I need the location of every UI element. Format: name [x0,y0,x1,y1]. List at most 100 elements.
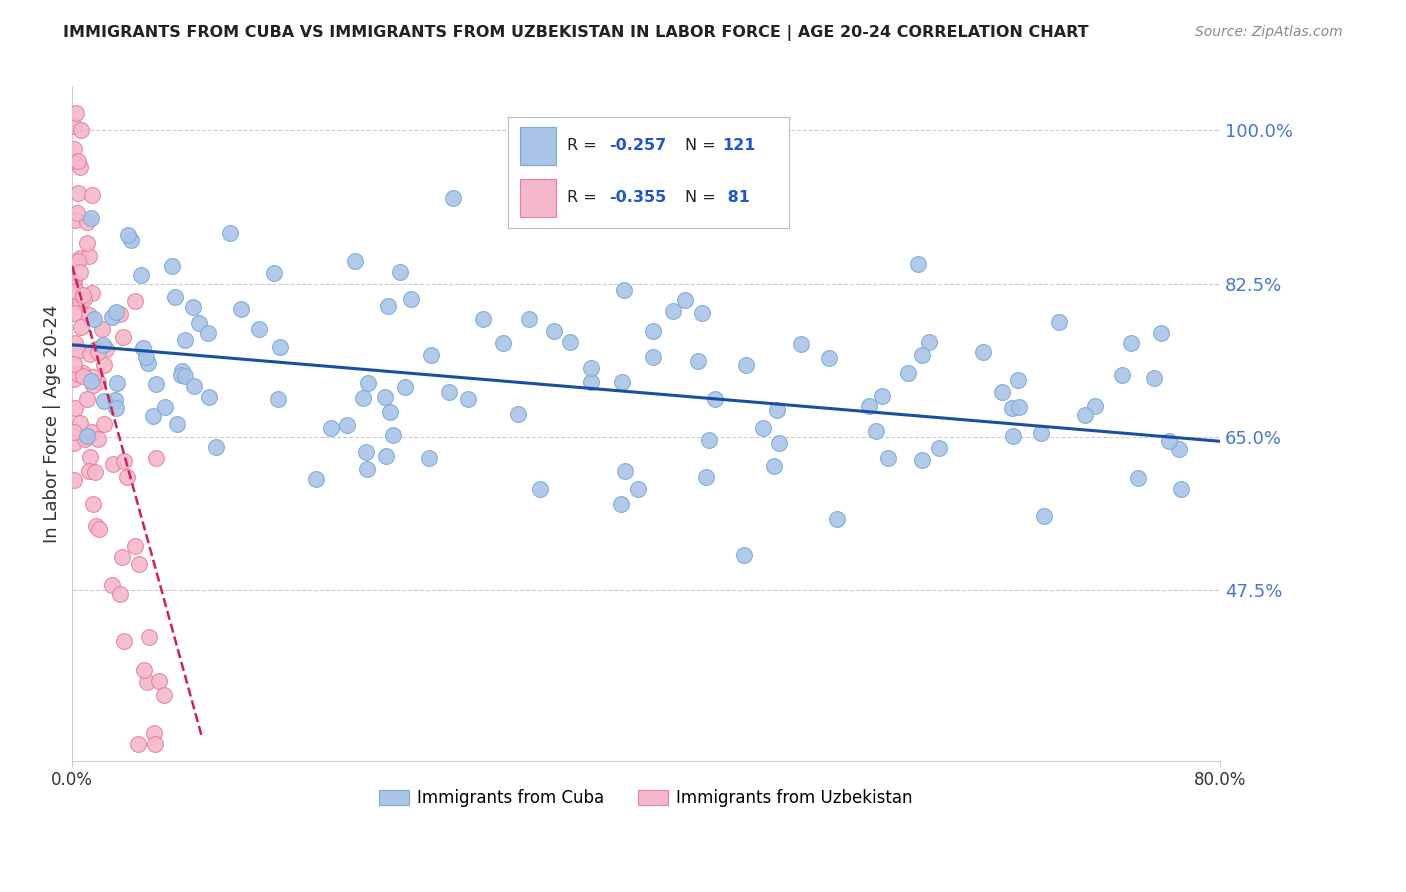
Point [91,322,114,336]
Point [69,417,91,431]
Point [354,445,377,459]
Point [858,399,880,413]
Point [198,390,221,404]
Point [76,392,98,407]
Point [420,349,443,363]
Point [751,420,773,434]
Point [688,353,710,368]
Point [93,394,115,409]
Point [865,424,887,438]
Point [63,357,86,371]
Point [120,233,142,247]
Point [733,548,755,562]
Point [91,338,114,352]
Point [72,288,94,302]
Point [84,519,107,533]
Point [219,226,242,240]
Point [1007,373,1029,387]
Point [79,347,101,361]
Point [63,425,86,439]
Point [163,290,186,304]
Point [62,306,84,320]
Point [418,450,440,465]
Point [1143,371,1166,385]
Point [124,539,146,553]
Point [145,377,167,392]
Point [173,368,195,383]
Point [343,254,366,268]
Point [918,334,941,349]
Point [82,188,104,202]
Point [378,405,401,419]
Point [129,268,152,282]
Point [66,153,89,168]
Point [79,450,101,465]
Point [105,305,128,319]
Point [80,211,103,225]
Point [82,497,104,511]
Point [517,312,540,326]
Point [877,451,900,466]
Point [86,344,108,359]
Point [127,737,149,751]
Point [63,153,86,168]
Point [1029,425,1052,440]
Point [77,464,100,478]
Point [96,342,118,356]
Point [82,378,104,392]
Point [104,401,127,415]
Point [67,254,90,268]
Point [76,429,98,443]
Point [506,408,529,422]
Point [697,433,720,447]
Point [790,336,813,351]
Point [101,578,124,592]
Point [768,435,790,450]
Point [187,317,209,331]
Point [690,306,713,320]
Point [1111,368,1133,382]
Point [79,308,101,322]
Point [166,417,188,431]
Point [104,392,127,407]
Point [872,389,894,403]
Point [558,335,581,350]
Point [69,320,91,334]
Point [1008,400,1031,414]
Point [910,348,932,362]
Point [70,122,93,136]
Point [82,370,104,384]
Point [231,302,253,317]
Point [305,472,328,486]
Point [1150,326,1173,341]
Point [269,340,291,354]
Point [93,417,115,432]
Point [991,385,1014,400]
Point [77,249,100,263]
Point [142,409,165,423]
Text: Source: ZipAtlas.com: Source: ZipAtlas.com [1195,25,1343,39]
Point [579,375,602,389]
Point [374,390,396,404]
Point [472,311,495,326]
Point [1047,315,1070,329]
Point [136,674,159,689]
Point [762,459,785,474]
Point [124,293,146,308]
Point [62,287,84,301]
Point [112,454,135,468]
Point [63,213,86,227]
Point [66,186,89,200]
Point [825,511,848,525]
Point [817,351,839,366]
Point [112,634,135,648]
Point [641,350,664,364]
Point [897,366,920,380]
Point [529,483,551,497]
Point [911,453,934,467]
Point [394,380,416,394]
Point [1170,482,1192,496]
Point [735,358,758,372]
Point [82,425,104,439]
Point [62,119,84,133]
